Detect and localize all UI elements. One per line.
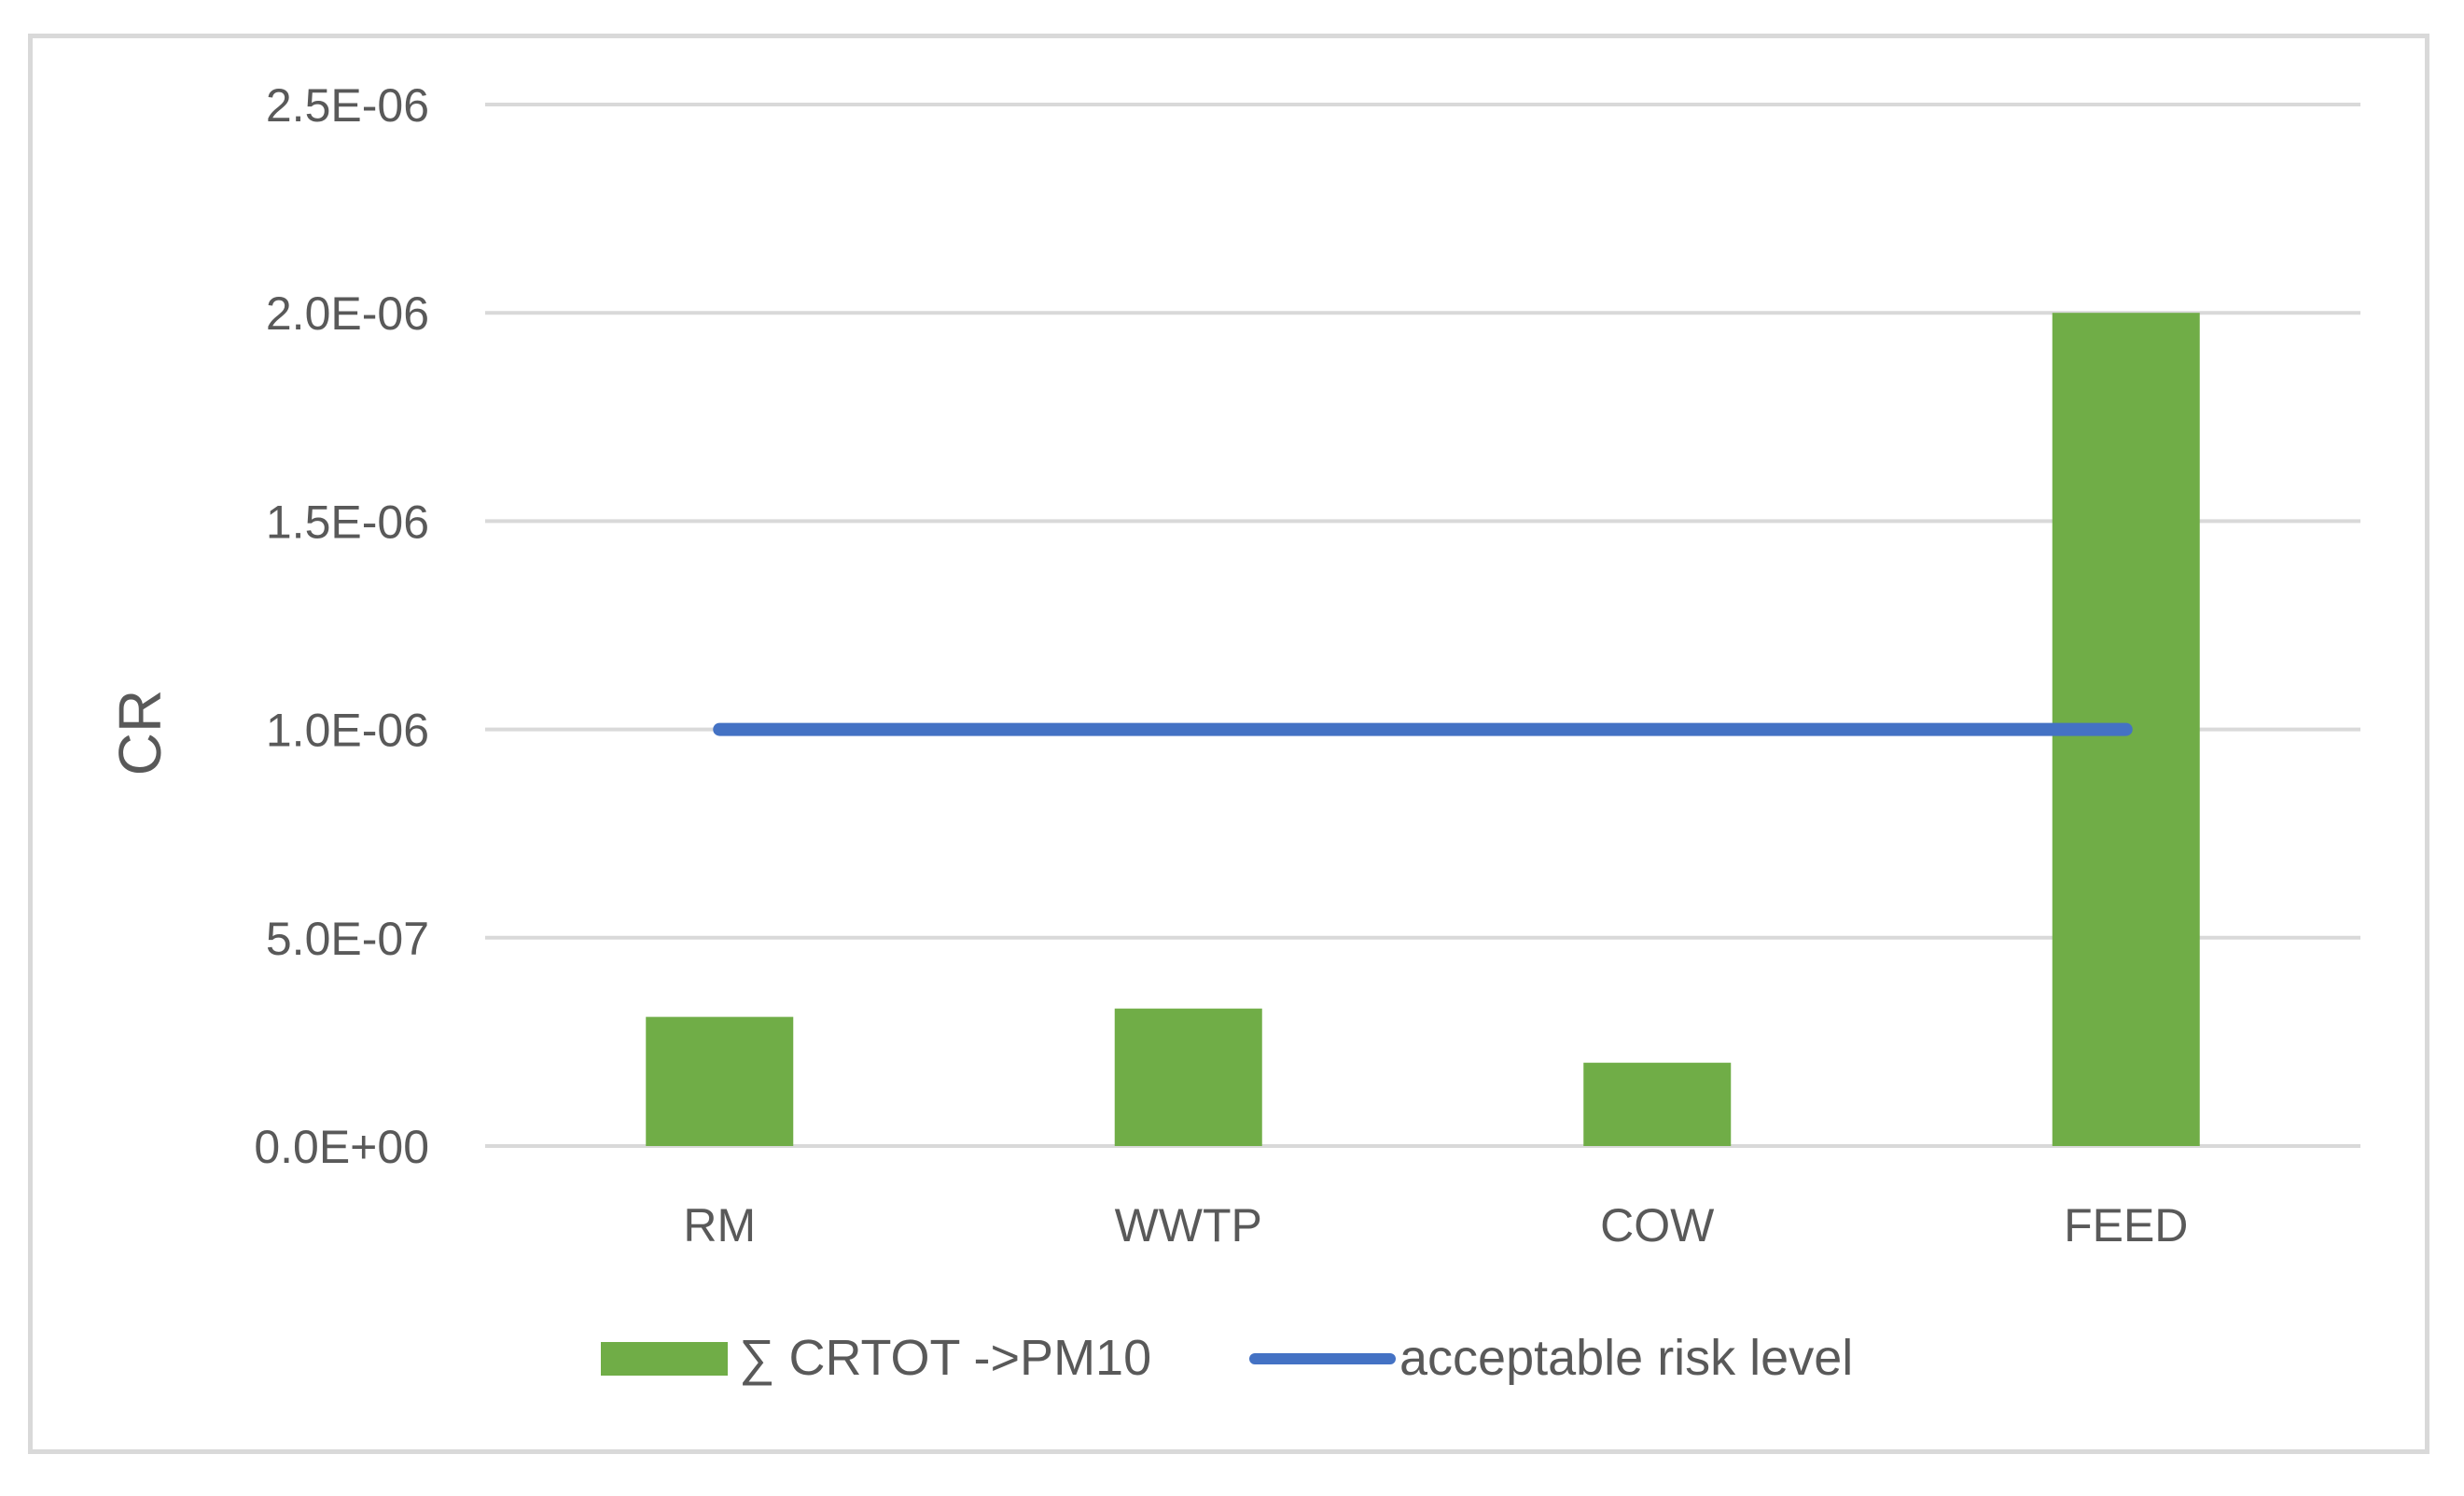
legend-label-line: acceptable risk level [1399, 1330, 1853, 1386]
y-tick-label: 2.0E-06 [266, 287, 429, 340]
y-tick-label: 2.5E-06 [266, 79, 429, 132]
x-axis-tick-labels: RM WWTP COW FEED [683, 1199, 2188, 1251]
x-tick-label: WWTP [1115, 1199, 1262, 1251]
bars [646, 313, 2200, 1146]
x-tick-label: FEED [2064, 1199, 2188, 1251]
bar-cow [1583, 1062, 1732, 1146]
chart-frame [28, 34, 2429, 1454]
bar-rm [646, 1016, 794, 1146]
legend: ∑ CRTOT ->PM10 acceptable risk level [601, 1330, 1853, 1386]
bar-wwtp [1114, 1008, 1262, 1146]
legend-label-bars: ∑ CRTOT ->PM10 [739, 1330, 1151, 1386]
x-tick-label: COW [1600, 1199, 1715, 1251]
x-tick-label: RM [683, 1199, 756, 1251]
y-tick-label: 1.5E-06 [266, 496, 429, 548]
y-axis-title: CR [106, 690, 174, 776]
y-tick-label: 0.0E+00 [254, 1121, 429, 1173]
legend-swatch-bars [601, 1342, 728, 1376]
y-axis-tick-labels: 0.0E+00 5.0E-07 1.0E-06 1.5E-06 2.0E-06 2.5E-… [254, 79, 429, 1173]
y-tick-label: 1.0E-06 [266, 705, 429, 757]
y-tick-label: 5.0E-07 [266, 913, 429, 965]
